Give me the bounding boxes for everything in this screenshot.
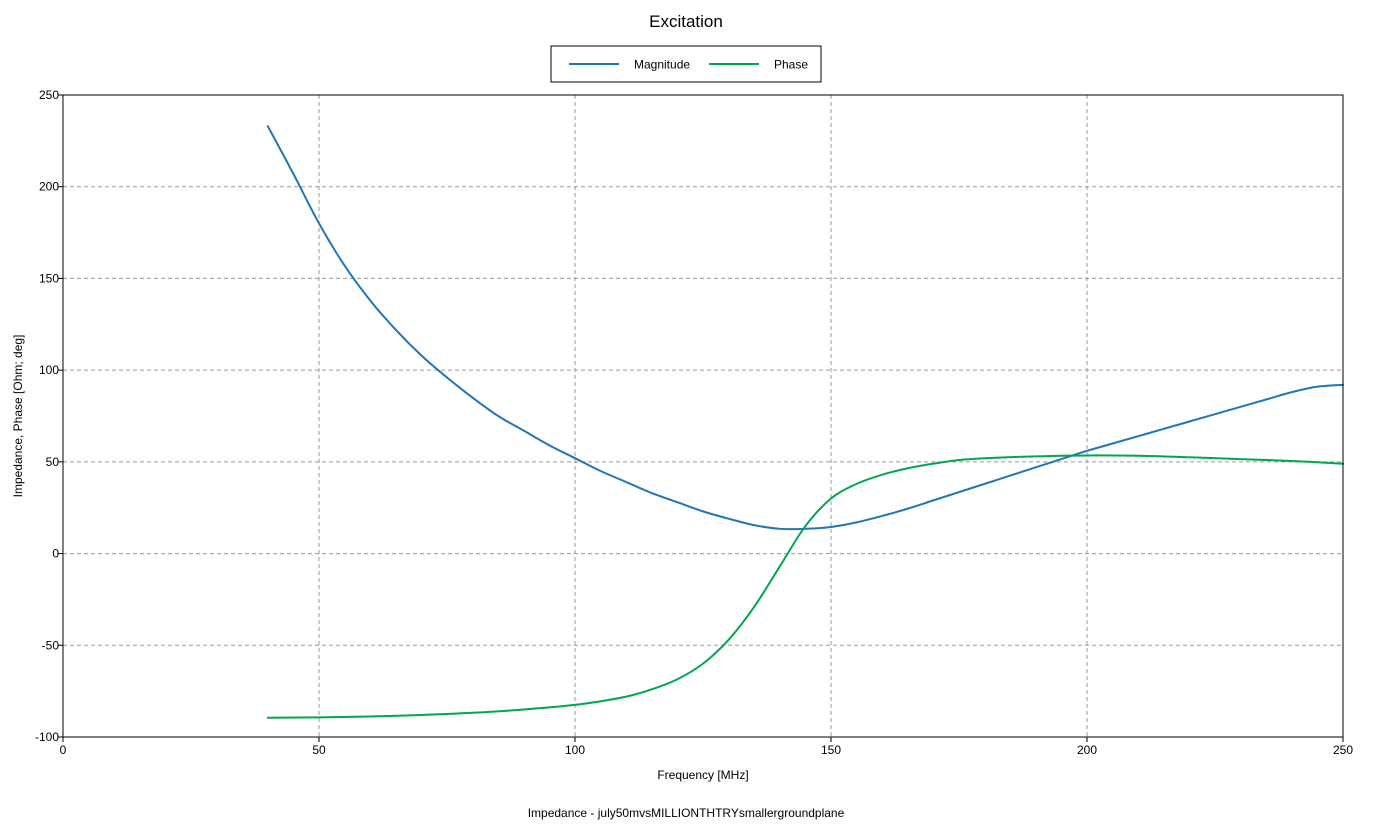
legend: Magnitude Phase (550, 45, 822, 83)
y-tick-label: -100 (35, 730, 59, 744)
x-tick-label: 250 (1333, 743, 1353, 757)
chart-title: Excitation (649, 12, 723, 31)
y-tick-label: -50 (42, 638, 60, 652)
series (266, 125, 1344, 719)
x-tick-label: 200 (1077, 743, 1097, 757)
grid (63, 95, 1343, 737)
magnitude-series-line (266, 125, 1344, 531)
y-tick-label: 250 (39, 88, 59, 102)
x-tick-label: 50 (312, 743, 326, 757)
axis-ticks: 0 50 100 150 200 250 -100 -50 0 50 100 150 200 250 (35, 88, 1353, 757)
y-tick-label: 0 (52, 547, 59, 561)
y-tick-label: 200 (39, 180, 59, 194)
y-tick-label: 50 (46, 455, 60, 469)
footer-label: Impedance - july50mvsMILLIONTHTRYsmaller… (528, 806, 845, 820)
x-axis-label: Frequency [MHz] (657, 768, 748, 782)
x-tick-label: 0 (60, 743, 67, 757)
y-tick-label: 150 (39, 271, 59, 285)
phase-series-line (266, 454, 1344, 719)
x-tick-label: 150 (821, 743, 841, 757)
y-tick-label: 100 (39, 363, 59, 377)
legend-magnitude-label: Magnitude (634, 58, 690, 72)
legend-phase-label: Phase (774, 58, 808, 72)
plot-area-border (62, 94, 1344, 738)
y-axis-label: Impedance, Phase [Ohm; deg] (11, 335, 25, 498)
x-tick-label: 100 (565, 743, 585, 757)
